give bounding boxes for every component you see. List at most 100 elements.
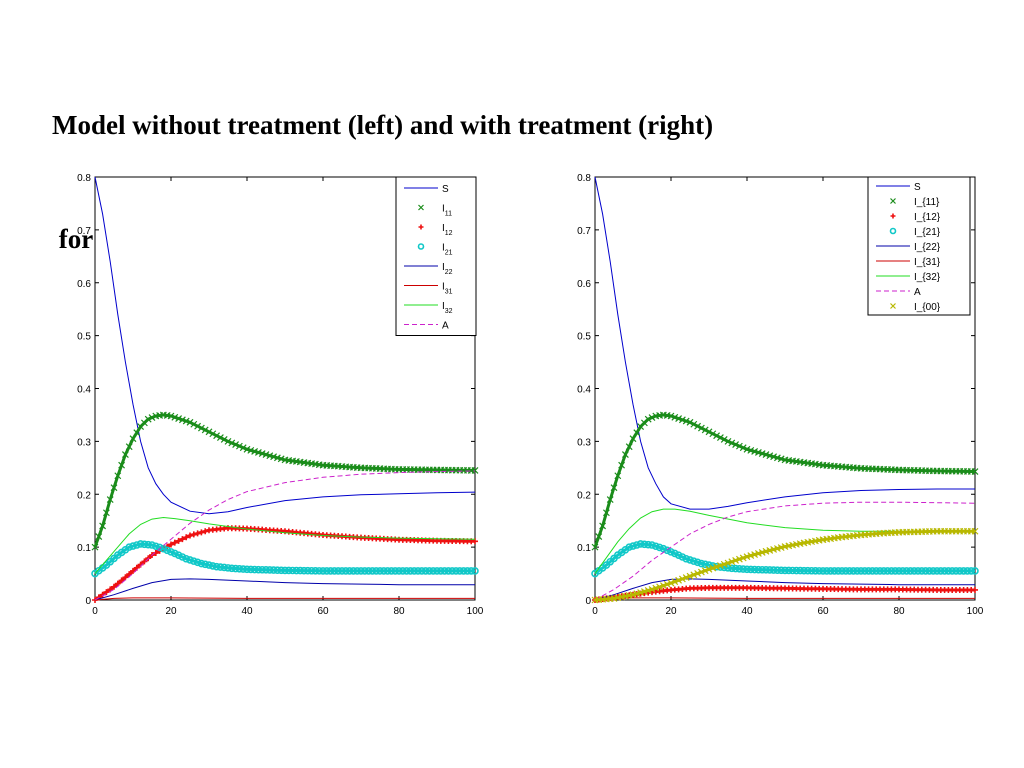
- data-point: [716, 434, 724, 441]
- data-point: [697, 559, 706, 568]
- data-point: [292, 566, 301, 575]
- data-point: [853, 567, 862, 575]
- series-i11: [91, 411, 479, 551]
- data-point: [690, 557, 698, 565]
- data-point: [841, 567, 850, 575]
- data-point: [472, 538, 478, 545]
- data-point: [667, 548, 675, 556]
- data-point: [193, 558, 202, 567]
- data-point: [95, 533, 103, 540]
- data-point: [155, 543, 164, 552]
- data-point: [713, 563, 721, 571]
- data-point: [126, 571, 133, 578]
- data-point: [326, 567, 335, 575]
- series-s: [94, 176, 476, 515]
- data-point: [121, 451, 129, 459]
- data-point: [686, 556, 694, 564]
- series-i22: [94, 578, 475, 601]
- data-point: [205, 561, 213, 569]
- legend-label-text: A: [914, 287, 921, 298]
- data-point: [929, 567, 938, 575]
- data-point: [258, 565, 266, 574]
- data-point: [762, 451, 770, 459]
- data-point: [644, 415, 652, 423]
- legend-label-subscript: 32: [445, 308, 453, 315]
- data-point: [364, 567, 373, 575]
- data-point: [368, 567, 377, 575]
- data-point: [731, 564, 740, 573]
- data-point: [655, 543, 664, 552]
- series-line: [94, 470, 476, 601]
- series-line: [94, 176, 476, 515]
- data-point: [167, 548, 175, 556]
- y-tick-label: 0: [85, 596, 91, 607]
- data-point: [360, 567, 369, 575]
- data-point: [398, 567, 407, 575]
- data-point: [220, 563, 228, 572]
- legend-label: S: [914, 182, 921, 193]
- data-point: [972, 586, 978, 593]
- data-point: [701, 567, 709, 575]
- data-point: [762, 566, 770, 574]
- legend-label: I11: [442, 204, 452, 218]
- data-point: [178, 416, 186, 424]
- data-point: [675, 415, 683, 422]
- data-point: [459, 567, 468, 575]
- data-point: [693, 558, 702, 567]
- y-tick-label: 0.2: [77, 490, 91, 501]
- data-point: [190, 557, 198, 565]
- data-point: [895, 567, 903, 575]
- legend-entry: A: [404, 321, 449, 332]
- data-point: [171, 413, 179, 421]
- legend-marker: [417, 243, 425, 250]
- data-point: [125, 543, 133, 551]
- legend-label-text: I_{22}: [914, 242, 941, 253]
- data-point: [959, 567, 968, 575]
- data-point: [876, 567, 884, 575]
- data-point: [349, 567, 358, 575]
- data-point: [118, 461, 126, 469]
- data-point: [644, 587, 652, 594]
- data-point: [739, 554, 747, 562]
- data-point: [728, 564, 736, 573]
- data-point: [471, 467, 479, 474]
- series-line: [94, 578, 475, 601]
- data-point: [633, 429, 641, 437]
- x-tick-label: 80: [393, 606, 405, 617]
- data-point: [133, 429, 141, 437]
- legend-label: I_{22}: [914, 242, 941, 253]
- legend-label: A: [914, 287, 921, 298]
- data-point: [659, 582, 667, 590]
- series-line: [94, 516, 476, 574]
- legend-label-text: I_{12}: [914, 212, 941, 223]
- legend-label-text: I_{21}: [914, 227, 941, 238]
- data-point: [963, 567, 972, 575]
- data-point: [709, 564, 717, 572]
- data-point: [902, 567, 911, 575]
- data-point: [709, 430, 717, 438]
- data-point: [429, 567, 438, 575]
- legend-marker: [889, 227, 897, 235]
- legend-label-text: A: [442, 321, 449, 332]
- legend-label-text: I: [442, 262, 445, 273]
- data-point: [690, 571, 698, 579]
- data-point: [819, 567, 827, 575]
- legend-entry: I22: [404, 262, 453, 276]
- data-point: [724, 437, 732, 445]
- data-point: [906, 567, 915, 575]
- data-point: [591, 543, 599, 551]
- data-point: [168, 541, 174, 548]
- data-point: [751, 551, 759, 558]
- legend-label: I12: [442, 223, 453, 237]
- legend-label-text: I: [442, 301, 445, 312]
- data-point: [815, 567, 824, 575]
- data-point: [636, 540, 645, 548]
- data-point: [750, 565, 759, 574]
- data-point: [770, 453, 778, 461]
- data-point: [300, 566, 308, 575]
- data-point: [678, 575, 686, 583]
- legend-entry: I32: [404, 301, 453, 315]
- data-point: [834, 567, 843, 575]
- data-point: [754, 449, 762, 456]
- legend-entry: I_{32}: [876, 272, 941, 283]
